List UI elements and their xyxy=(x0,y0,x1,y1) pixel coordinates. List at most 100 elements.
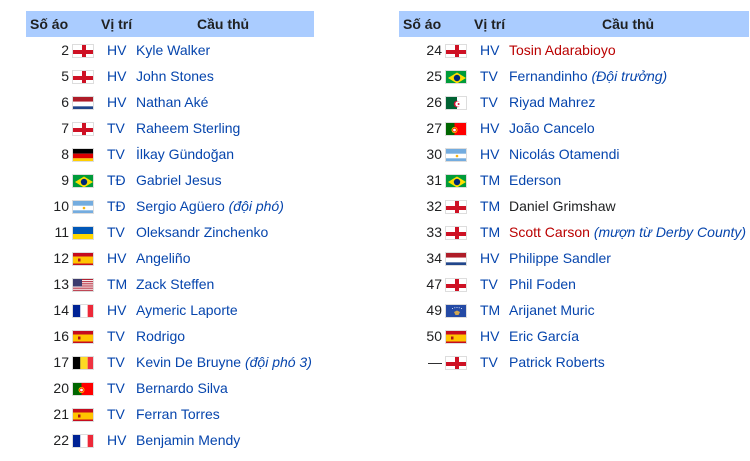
argentina-flag-icon[interactable] xyxy=(72,200,94,214)
player-name-link[interactable]: Riyad Mahrez xyxy=(509,94,596,110)
position-link[interactable]: HV xyxy=(480,120,500,136)
england-flag-icon[interactable] xyxy=(445,200,467,214)
position-link[interactable]: TM xyxy=(107,276,128,292)
position-link[interactable]: TĐ xyxy=(107,172,126,188)
player-name-link[interactable]: Oleksandr Zinchenko xyxy=(136,224,269,240)
england-flag-icon[interactable] xyxy=(445,356,467,370)
position-link[interactable]: TM xyxy=(480,172,501,188)
player-name-link[interactable]: Raheem Sterling xyxy=(136,120,241,136)
table-row: 11 TV Oleksandr Zinchenko xyxy=(26,219,314,245)
player-name-link[interactable]: Nathan Aké xyxy=(136,94,209,110)
player-cell: Fernandinho (Đội trưởng) xyxy=(509,68,667,84)
player-name-link[interactable]: Tosin Adarabioyo xyxy=(509,42,616,58)
player-note-link[interactable]: (Đội trưởng) xyxy=(591,68,668,84)
england-flag-icon[interactable] xyxy=(72,122,94,136)
algeria-flag-icon[interactable] xyxy=(445,96,467,110)
position-link[interactable]: TV xyxy=(107,406,125,422)
netherlands-flag-icon[interactable] xyxy=(445,252,467,266)
position-link[interactable]: TV xyxy=(480,94,498,110)
france-flag-icon[interactable] xyxy=(72,434,94,448)
player-name-link[interactable]: Ferran Torres xyxy=(136,406,220,422)
position-link[interactable]: TV xyxy=(480,276,498,292)
table-row: 7 TV Raheem Sterling xyxy=(26,115,314,141)
player-cell: Riyad Mahrez xyxy=(509,94,595,110)
player-cell: Nicolás Otamendi xyxy=(509,146,620,162)
player-name-link[interactable]: Bernardo Silva xyxy=(136,380,228,396)
player-name-link[interactable]: Benjamin Mendy xyxy=(136,432,241,448)
player-name-link[interactable]: Aymeric Laporte xyxy=(136,302,238,318)
position-link[interactable]: TV xyxy=(480,354,498,370)
player-name-link[interactable]: John Stones xyxy=(136,68,214,84)
position-link[interactable]: HV xyxy=(107,94,127,110)
squad-number: 8 xyxy=(61,146,69,162)
player-name-link[interactable]: João Cancelo xyxy=(509,120,595,136)
squad-number: 47 xyxy=(426,276,442,292)
position-link[interactable]: HV xyxy=(480,42,500,58)
player-name-link[interactable]: Ederson xyxy=(509,172,562,188)
spain-flag-icon[interactable] xyxy=(72,330,94,344)
player-note-link[interactable]: (đội phó) xyxy=(228,198,284,214)
player-name-link[interactable]: Nicolás Otamendi xyxy=(509,146,620,162)
player-name-link[interactable]: Gabriel Jesus xyxy=(136,172,222,188)
player-name-link[interactable]: Angeliño xyxy=(136,250,191,266)
player-name-link[interactable]: Sergio Agüero xyxy=(136,198,225,214)
position-link[interactable]: TV xyxy=(107,328,125,344)
player-name-link[interactable]: Zack Steffen xyxy=(136,276,215,292)
player-name-link[interactable]: Scott Carson xyxy=(509,224,590,240)
player-name-link[interactable]: Patrick Roberts xyxy=(509,354,605,370)
position-link[interactable]: HV xyxy=(107,68,127,84)
position-link[interactable]: TĐ xyxy=(107,198,126,214)
position-link[interactable]: HV xyxy=(107,302,127,318)
position-link[interactable]: TV xyxy=(107,380,125,396)
player-name-link[interactable]: Rodrigo xyxy=(136,328,186,344)
brazil-flag-icon[interactable] xyxy=(445,70,467,84)
brazil-flag-icon[interactable] xyxy=(445,174,467,188)
kosovo-flag-icon[interactable] xyxy=(445,304,467,318)
player-name-link[interactable]: Eric García xyxy=(509,328,580,344)
position-link[interactable]: HV xyxy=(480,146,500,162)
portugal-flag-icon[interactable] xyxy=(72,382,94,396)
spain-flag-icon[interactable] xyxy=(72,408,94,422)
position-link[interactable]: HV xyxy=(107,250,127,266)
belgium-flag-icon[interactable] xyxy=(72,356,94,370)
france-flag-icon[interactable] xyxy=(72,304,94,318)
player-note-link[interactable]: (mượn từ Derby County) xyxy=(593,224,747,240)
player-name-link[interactable]: Phil Foden xyxy=(509,276,576,292)
player-name-link[interactable]: Arijanet Muric xyxy=(509,302,595,318)
player-name-link[interactable]: Fernandinho xyxy=(509,68,588,84)
position-link[interactable]: HV xyxy=(480,328,500,344)
player-note-link[interactable]: (đội phó 3) xyxy=(244,354,312,370)
spain-flag-icon[interactable] xyxy=(445,330,467,344)
position-link[interactable]: TM xyxy=(480,198,501,214)
england-flag-icon[interactable] xyxy=(445,226,467,240)
player-name-link[interactable]: Kyle Walker xyxy=(136,42,211,58)
argentina-flag-icon[interactable] xyxy=(445,148,467,162)
england-flag-icon[interactable] xyxy=(72,44,94,58)
position-link[interactable]: TM xyxy=(480,302,501,318)
germany-flag-icon[interactable] xyxy=(72,148,94,162)
position-link[interactable]: TV xyxy=(480,68,498,84)
position-link[interactable]: TV xyxy=(107,354,125,370)
position-link[interactable]: TM xyxy=(480,224,501,240)
position-link[interactable]: TV xyxy=(107,146,125,162)
position-link[interactable]: TV xyxy=(107,224,125,240)
spain-flag-icon[interactable] xyxy=(72,252,94,266)
player-name: Daniel Grimshaw xyxy=(509,198,616,214)
position-link[interactable]: HV xyxy=(107,432,127,448)
player-name-link[interactable]: İlkay Gündoğan xyxy=(136,146,235,162)
netherlands-flag-icon[interactable] xyxy=(72,96,94,110)
portugal-flag-icon[interactable] xyxy=(445,122,467,136)
brazil-flag-icon[interactable] xyxy=(72,174,94,188)
table-row: 32 TM Daniel Grimshaw xyxy=(399,193,749,219)
usa-flag-icon[interactable] xyxy=(72,278,94,292)
england-flag-icon[interactable] xyxy=(445,44,467,58)
ukraine-flag-icon[interactable] xyxy=(72,226,94,240)
player-name-link[interactable]: Kevin De Bruyne xyxy=(136,354,242,370)
england-flag-icon[interactable] xyxy=(445,278,467,292)
position-link[interactable]: TV xyxy=(107,120,125,136)
player-name-link[interactable]: Philippe Sandler xyxy=(509,250,611,266)
squad-number: 17 xyxy=(53,354,69,370)
position-link[interactable]: HV xyxy=(480,250,500,266)
position-link[interactable]: HV xyxy=(107,42,127,58)
england-flag-icon[interactable] xyxy=(72,70,94,84)
